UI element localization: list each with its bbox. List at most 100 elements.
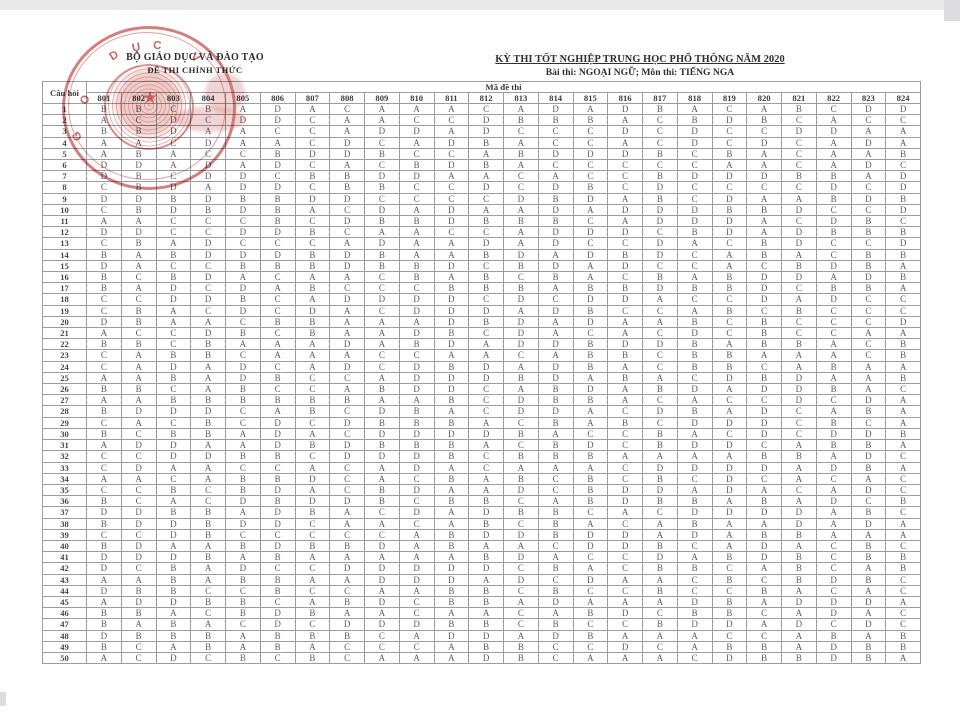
answer-cell: C [259,170,296,183]
answer-cell: B [294,315,331,329]
answer-cell: D [711,483,748,497]
answer-cell: A [815,405,852,418]
answer-cell: C [711,427,748,441]
answer-cell: C [572,159,609,172]
answer-cell: A [746,349,782,362]
answer-cell: A [86,114,122,127]
answer-cell: A [398,651,435,665]
answer-cell: C [190,607,226,620]
answer-cell: D [746,551,782,564]
answer-cell: B [86,607,122,620]
answer-cell: B [433,528,470,541]
answer-cell: B [190,528,226,541]
answer-cell: C [781,136,817,149]
answer-cell: B [711,147,748,161]
answer-cell: D [572,528,609,541]
answer-cell: B [537,517,574,530]
answer-cell: A [815,506,852,519]
answer-cell: A [433,248,470,261]
answer-cell: A [572,562,609,575]
answer-cell: D [86,562,122,575]
answer-cell: C [607,517,643,530]
answer-cell: A [885,327,921,340]
answer-cell: B [120,125,157,138]
answer-cell: A [815,371,852,385]
answer-cell: B [433,618,470,631]
answer-cell: B [711,640,748,653]
answer-cell: B [190,551,226,564]
answer-cell: A [364,102,400,116]
question-number: 24 [42,360,87,373]
answer-cell: D [155,595,192,609]
question-number: 2 [42,114,87,127]
answer-cell: C [398,640,435,653]
answer-cell: D [503,528,539,541]
answer-cell: A [190,371,226,385]
answer-cell: B [746,203,782,217]
table-row: 27 A A B B B B B B A A B C D B B A C A C C D C D A [42,394,921,407]
answer-cell: D [642,203,678,217]
answer-cell: A [537,282,574,295]
answer-cell: A [711,450,748,463]
answer-cell: C [364,271,400,284]
question-number: 7 [42,170,87,183]
answer-cell: C [294,618,331,631]
answer-cell: B [711,271,748,284]
answer-cell: C [572,427,609,441]
answer-cell: B [746,114,782,127]
answer-cell: B [711,607,748,620]
answer-cell: D [329,495,365,508]
answer-cell: C [155,136,192,149]
answer-cell: A [503,595,539,609]
answer-cell: B [781,573,817,586]
answer-cell: B [120,315,157,329]
answer-cell: D [86,551,122,564]
answer-cell: B [294,394,331,407]
answer-cell: B [850,282,887,295]
answer-cell: A [711,517,748,530]
table-row: 13 C B A D C C C A D A A D A D C C D A C B D C C D [42,237,921,250]
answer-cell: D [433,383,470,396]
answer-cell: C [86,461,122,474]
answer-cell: C [225,237,261,250]
answer-cell: A [364,584,400,597]
answer-cell: D [468,528,504,541]
answer-cell: A [503,461,539,474]
answer-cell: C [294,450,331,463]
question-number: 44 [42,584,87,597]
answer-cell: D [537,304,574,317]
answer-cell: A [120,360,157,373]
table-row: 48 D B B B A B B B C A D D A D B A A A C C A B A B [42,629,921,642]
answer-cell: B [155,629,192,642]
answer-cell: A [120,394,157,407]
answer-cell: A [746,159,782,172]
answer-cell: D [225,562,261,575]
answer-cell: D [190,271,226,284]
answer-cell: D [642,461,678,474]
answer-cell: B [468,315,504,329]
answer-cell: A [294,293,331,306]
answer-cell: B [120,629,157,642]
answer-cell: C [746,607,782,620]
table-row: 37 D D B B A D B A C D A D B B C A C D D D D A B C [42,506,921,519]
answer-cell: D [781,618,817,631]
answer-cell: C [259,528,296,541]
answer-cell: D [503,327,539,340]
table-row: 15 D A C C B B B D B B D C B D A D C C A C B D B A [42,259,921,273]
answer-cell: B [676,338,713,351]
answer-cell: C [225,618,261,631]
answer-cell: C [155,226,192,239]
answer-cell: C [86,237,122,250]
answer-cell: B [676,360,713,373]
answer-cell: D [329,618,365,631]
table-row: 17 B A D C D A B C C C B B B A B B D B B D C B B A [42,282,921,295]
answer-cell: C [537,651,574,665]
table-row: 28 B D D D C A B C D B A C D D A C D B A D C A B A [42,405,921,418]
answer-cell: D [155,181,192,194]
answer-cell: A [711,248,748,261]
answer-cell: A [781,349,817,362]
answer-cell: A [86,327,122,340]
question-number: 26 [42,383,87,396]
answer-cell: D [259,483,296,497]
answer-cell: D [433,215,470,228]
